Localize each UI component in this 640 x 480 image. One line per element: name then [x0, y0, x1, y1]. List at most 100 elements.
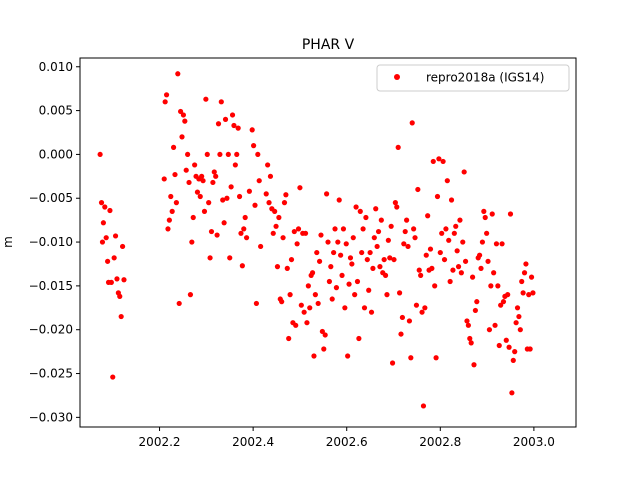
data-point [454, 248, 460, 254]
data-point [121, 277, 127, 283]
data-point [166, 217, 172, 223]
data-point [194, 189, 201, 195]
data-point [339, 272, 345, 278]
data-point [235, 125, 241, 131]
data-point [265, 162, 271, 168]
data-point [419, 309, 425, 315]
data-point [329, 296, 335, 302]
data-point [453, 223, 459, 229]
chart-title: PHAR V [302, 37, 355, 53]
data-point [491, 270, 497, 276]
data-point [307, 305, 313, 311]
data-point [302, 230, 309, 236]
data-point [208, 228, 215, 235]
data-point [396, 290, 403, 296]
data-point [343, 241, 349, 247]
data-point [399, 314, 405, 321]
data-point [287, 292, 293, 298]
data-point [258, 243, 264, 250]
data-point [451, 230, 457, 236]
data-point [298, 302, 304, 308]
data-point [315, 300, 321, 307]
data-point [513, 320, 519, 326]
data-point [331, 249, 337, 256]
data-point [492, 322, 498, 328]
data-point [276, 214, 282, 221]
data-point [382, 272, 389, 278]
data-point [356, 335, 362, 342]
data-point [412, 235, 418, 241]
data-point [227, 255, 233, 261]
data-point [112, 233, 119, 239]
data-point [238, 230, 244, 236]
data-point [309, 270, 316, 276]
data-point [280, 235, 286, 241]
x-tick-label: 2002.8 [419, 435, 461, 449]
data-point [367, 249, 373, 256]
data-point [103, 235, 109, 241]
data-point [496, 342, 502, 349]
data-point [340, 226, 347, 232]
data-point [336, 197, 342, 203]
data-point [224, 195, 230, 201]
data-point [528, 274, 535, 280]
data-point [200, 178, 206, 184]
data-point [458, 270, 464, 276]
data-point [241, 226, 247, 232]
data-point [251, 143, 257, 149]
data-point [319, 328, 325, 335]
y-tick-label: 0.000 [39, 147, 73, 161]
data-point [495, 283, 501, 289]
data-point [189, 239, 195, 245]
y-tick-label: 0.010 [39, 60, 73, 74]
data-point [430, 158, 436, 165]
data-point [404, 217, 410, 223]
data-point [517, 327, 523, 333]
data-point [165, 226, 171, 232]
data-point [423, 252, 429, 258]
data-point [111, 255, 117, 261]
data-point [378, 217, 384, 223]
data-point [361, 305, 368, 311]
data-point [161, 176, 167, 182]
data-point [180, 112, 187, 118]
data-point [305, 283, 311, 289]
data-point [210, 179, 216, 186]
data-point [281, 200, 288, 206]
data-point [409, 120, 415, 126]
data-point [478, 265, 484, 271]
data-point [507, 211, 514, 217]
data-point [328, 264, 334, 270]
data-point [291, 228, 297, 235]
data-point [373, 206, 379, 212]
data-point [444, 178, 450, 184]
data-point [183, 167, 189, 173]
data-point [436, 156, 442, 162]
data-point [433, 355, 439, 361]
data-point [274, 264, 281, 270]
data-point [270, 230, 276, 236]
data-point [234, 151, 240, 158]
data-point [375, 228, 382, 235]
data-point [488, 283, 494, 289]
data-point [381, 256, 387, 263]
data-point [332, 226, 338, 232]
y-axis-label: m [1, 236, 15, 248]
y-tick-label: −0.005 [29, 191, 73, 205]
data-point [197, 193, 203, 200]
data-point [371, 235, 377, 241]
x-tick-label: 2002.2 [139, 435, 181, 449]
data-point [429, 265, 435, 271]
data-point [322, 332, 328, 338]
data-point [207, 255, 213, 261]
data-point [500, 299, 507, 305]
data-point [162, 99, 168, 105]
data-point [214, 232, 220, 238]
data-point [97, 151, 103, 158]
data-point [357, 208, 363, 214]
data-point [301, 309, 307, 315]
y-tick-label: −0.015 [29, 279, 73, 293]
data-point [170, 144, 177, 150]
data-point [416, 267, 422, 273]
